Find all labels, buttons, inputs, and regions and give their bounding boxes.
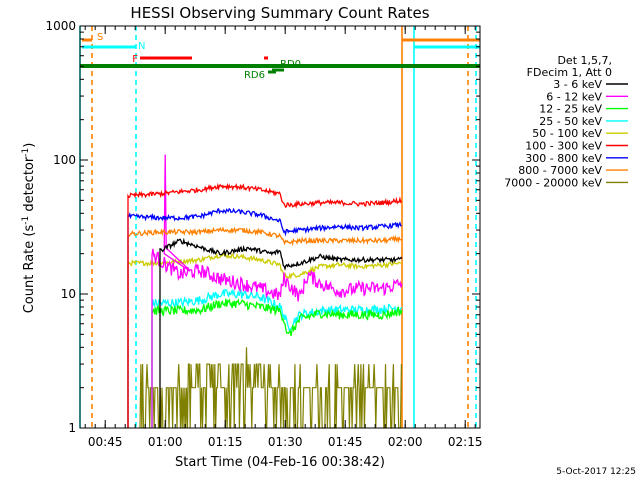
x-tick-label-1: 01:00 bbox=[148, 435, 183, 449]
annotation-label-s: S bbox=[97, 32, 103, 43]
y-axis-label-part1: Count Rate (s bbox=[22, 225, 37, 314]
x-tick-label-5: 02:00 bbox=[388, 435, 423, 449]
legend-label-2: 12 - 25 keV bbox=[539, 103, 602, 116]
series-line-5 bbox=[127, 182, 403, 428]
annotation-label-f: F bbox=[132, 54, 138, 65]
vertical-markers bbox=[79, 26, 477, 428]
x-tick-label-0: 00:45 bbox=[88, 435, 123, 449]
legend-label-1: 6 - 12 keV bbox=[546, 90, 602, 103]
series-line-0 bbox=[159, 237, 403, 428]
x-tick-label-6: 02:15 bbox=[448, 435, 483, 449]
legend-label-8: 7000 - 20000 keV bbox=[504, 176, 602, 189]
annotation-label-rd6: RD6 bbox=[244, 70, 265, 81]
series-line-2 bbox=[151, 298, 403, 428]
annotation-label-n: N bbox=[138, 41, 145, 52]
series-line-7 bbox=[127, 226, 402, 428]
y-tick-label-0: 1 bbox=[68, 421, 76, 435]
timestamp-footer: 5-Oct-2017 12:25 bbox=[556, 467, 636, 477]
legend-label-7: 800 - 7000 keV bbox=[518, 164, 602, 177]
legend-header-1: FDecim 1, Att 0 bbox=[527, 66, 612, 79]
y-axis-label-sup2: -1 bbox=[21, 148, 31, 157]
x-axis-label: Start Time (04-Feb-16 00:38:42) bbox=[175, 455, 385, 470]
series-lines bbox=[127, 154, 403, 429]
y-axis-label-part2: detector bbox=[22, 156, 37, 216]
y-axis-label: Count Rate (s-1 detector-1) bbox=[21, 143, 37, 314]
series-line-8 bbox=[139, 347, 402, 429]
annotation-bars: SNFRD6RD0 bbox=[80, 32, 480, 81]
y-tick-label-3: 1000 bbox=[45, 19, 76, 33]
legend-label-6: 300 - 800 keV bbox=[525, 152, 602, 165]
legend-label-5: 100 - 300 keV bbox=[525, 140, 602, 153]
plot-background bbox=[80, 26, 480, 428]
y-axis-label-part3: ) bbox=[22, 143, 37, 148]
x-tick-label-3: 01:30 bbox=[268, 435, 303, 449]
legend-label-4: 50 - 100 keV bbox=[532, 127, 602, 140]
series-line-6 bbox=[127, 207, 402, 428]
y-axis-label-sup1: -1 bbox=[21, 216, 31, 225]
axes-frame bbox=[79, 25, 481, 429]
legend-header-0: Det 1,5,7, bbox=[557, 54, 612, 67]
x-tick-label-2: 01:15 bbox=[208, 435, 243, 449]
legend-label-3: 25 - 50 keV bbox=[539, 115, 602, 128]
series-line-1 bbox=[151, 154, 403, 428]
axes: 1 10 100 1000 00:45 01:00 01:15 01:30 01:45 02:00… bbox=[45, 19, 482, 449]
y-tick-label-2: 100 bbox=[53, 153, 76, 167]
y-tick-label-1: 10 bbox=[61, 287, 76, 301]
chart-title: HESSI Observing Summary Count Rates bbox=[130, 4, 429, 22]
legend-label-0: 3 - 6 keV bbox=[553, 78, 602, 91]
x-tick-label-4: 01:45 bbox=[328, 435, 363, 449]
plot-area bbox=[80, 26, 480, 428]
